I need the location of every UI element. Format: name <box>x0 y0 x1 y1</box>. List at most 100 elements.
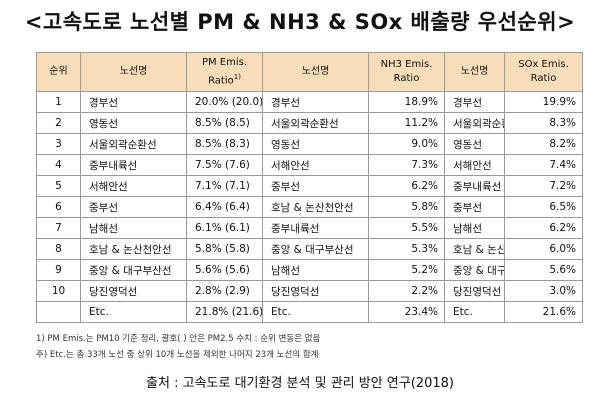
cell-nh3-route: 서울외곽순환선 <box>262 112 369 134</box>
cell-nh3-ratio: 9.0% <box>368 133 445 155</box>
cell-nh3-route: 서해안선 <box>262 154 369 176</box>
cell-rank: 3 <box>36 133 81 155</box>
cell-pm-ratio: 6.4% (6.4) <box>186 196 263 218</box>
table-row: 3 서울외곽순환선 8.5% (8.3) 영동선 9.0% 영동선 8.2% <box>36 133 583 155</box>
cell-sox-ratio: 6.0% <box>504 238 583 260</box>
cell-sox-route: 경부선 <box>444 91 505 113</box>
cell-sox-route: Etc. <box>444 301 505 323</box>
table-body: 1 경부선 20.0% (20.0) 경부선 18.9% 경부선 19.9% 2 영동선 8.5%… <box>36 91 583 323</box>
header-pm-ratio: PM Emis. Ratio1) <box>186 52 263 92</box>
header-route-pm: 노선명 <box>80 52 187 92</box>
cell-sox-route: 서해안선 <box>444 154 505 176</box>
cell-nh3-route: 당진영덕선 <box>262 280 369 302</box>
header-route-nh3: 노선명 <box>262 52 369 92</box>
cell-sox-ratio: 7.2% <box>504 175 583 197</box>
cell-sox-route: 호남 & 논산천안선 <box>444 238 505 260</box>
table-row: 1 경부선 20.0% (20.0) 경부선 18.9% 경부선 19.9% <box>36 91 583 113</box>
cell-pm-route: 당진영덕선 <box>80 280 187 302</box>
cell-pm-ratio: 7.5% (7.6) <box>186 154 263 176</box>
cell-sox-ratio: 3.0% <box>504 280 583 302</box>
cell-pm-ratio: 7.1% (7.1) <box>186 175 263 197</box>
table-row: 6 중부선 6.4% (6.4) 호남 & 논산천안선 5.8% 중부선 6.5% <box>36 196 583 218</box>
header-pm-line1: PM Emis. <box>201 56 248 68</box>
cell-rank: 1 <box>36 91 81 113</box>
cell-rank: 4 <box>36 154 81 176</box>
cell-rank: 8 <box>36 238 81 260</box>
cell-sox-route: 남해선 <box>444 217 505 239</box>
cell-sox-ratio: 21.6% <box>504 301 583 323</box>
cell-pm-route: Etc. <box>80 301 187 323</box>
cell-nh3-ratio: 11.2% <box>368 112 445 134</box>
cell-nh3-route: 남해선 <box>262 259 369 281</box>
cell-sox-ratio: 6.5% <box>504 196 583 218</box>
header-nh3-line1: NH3 Emis. <box>380 59 433 70</box>
cell-pm-route: 호남 & 논산천안선 <box>80 238 187 260</box>
cell-nh3-ratio: 6.2% <box>368 175 445 197</box>
cell-pm-route: 서울외곽순환선 <box>80 133 187 155</box>
cell-sox-route: 중부선 <box>444 196 505 218</box>
cell-sox-ratio: 19.9% <box>504 91 583 113</box>
emission-rank-table: 순위 노선명 PM Emis. Ratio1) 노선명 NH3 Emis. Ra… <box>36 52 583 323</box>
table-row: 7 남해선 6.1% (6.1) 중부내륙선 5.5% 남해선 6.2% <box>36 217 583 239</box>
cell-pm-route: 중앙 & 대구부산선 <box>80 259 187 281</box>
cell-pm-route: 중부선 <box>80 196 187 218</box>
header-nh3-ratio: NH3 Emis. Ratio <box>368 52 445 92</box>
cell-nh3-ratio: 7.3% <box>368 154 445 176</box>
cell-rank: 7 <box>36 217 81 239</box>
cell-nh3-ratio: 5.5% <box>368 217 445 239</box>
cell-pm-ratio: 5.8% (5.8) <box>186 238 263 260</box>
cell-rank: 10 <box>36 280 81 302</box>
cell-pm-ratio: 8.5% (8.5) <box>186 112 263 134</box>
cell-pm-route: 남해선 <box>80 217 187 239</box>
header-sox-line2: Ratio <box>530 73 557 84</box>
cell-sox-route: 중부내륙선 <box>444 175 505 197</box>
cell-nh3-ratio: 18.9% <box>368 91 445 113</box>
cell-pm-ratio: 8.5% (8.3) <box>186 133 263 155</box>
cell-pm-route: 서해안선 <box>80 175 187 197</box>
cell-pm-ratio: 5.6% (5.6) <box>186 259 263 281</box>
cell-rank: 2 <box>36 112 81 134</box>
cell-sox-ratio: 5.6% <box>504 259 583 281</box>
cell-nh3-route: 경부선 <box>262 91 369 113</box>
header-route-sox: 노선명 <box>444 52 505 92</box>
header-pm-footnote-mark: 1) <box>233 72 241 81</box>
table-row: Etc. 21.8% (21.6) Etc. 23.4% Etc. 21.6% <box>36 301 583 323</box>
table-header-row: 순위 노선명 PM Emis. Ratio1) 노선명 NH3 Emis. Ra… <box>36 52 583 92</box>
cell-nh3-route: 중부선 <box>262 175 369 197</box>
cell-sox-route: 영동선 <box>444 133 505 155</box>
cell-pm-ratio: 20.0% (20.0) <box>186 91 263 113</box>
cell-sox-route: 당진영덕선 <box>444 280 505 302</box>
cell-nh3-ratio: 5.3% <box>368 238 445 260</box>
cell-pm-ratio: 6.1% (6.1) <box>186 217 263 239</box>
cell-sox-ratio: 6.2% <box>504 217 583 239</box>
cell-nh3-route: 중앙 & 대구부산선 <box>262 238 369 260</box>
cell-pm-route: 경부선 <box>80 91 187 113</box>
cell-nh3-ratio: 2.2% <box>368 280 445 302</box>
cell-rank: 6 <box>36 196 81 218</box>
cell-nh3-route: Etc. <box>262 301 369 323</box>
cell-pm-ratio: 21.8% (21.6) <box>186 301 263 323</box>
header-sox-ratio: SOx Emis. Ratio <box>504 52 583 92</box>
cell-sox-route: 중앙 & 대구부산선 <box>444 259 505 281</box>
source-caption: 출처 : 고속도로 대기환경 분석 및 관리 방안 연구(2018) <box>146 376 454 391</box>
header-rank: 순위 <box>36 52 81 92</box>
cell-nh3-route: 중부내륙선 <box>262 217 369 239</box>
cell-pm-ratio: 2.8% (2.9) <box>186 280 263 302</box>
cell-nh3-ratio: 5.2% <box>368 259 445 281</box>
cell-pm-route: 중부내륙선 <box>80 154 187 176</box>
table-row: 4 중부내륙선 7.5% (7.6) 서해안선 7.3% 서해안선 7.4% <box>36 154 583 176</box>
cell-rank <box>36 301 81 323</box>
cell-sox-ratio: 7.4% <box>504 154 583 176</box>
cell-pm-route: 영동선 <box>80 112 187 134</box>
cell-sox-ratio: 8.2% <box>504 133 583 155</box>
header-nh3-line2: Ratio <box>393 73 420 84</box>
cell-sox-ratio: 8.3% <box>504 112 583 134</box>
footnote-etc: 주) Etc.는 총 33개 노선 중 상위 10개 노선을 제외한 나머지 2… <box>36 350 319 360</box>
page-title: <고속도로 노선별 PM & NH3 & SOx 배출량 우선순위> <box>24 10 576 34</box>
cell-rank: 5 <box>36 175 81 197</box>
footnotes: 1) PM Emis.는 PM10 기준 정리, 괄호( ) 안은 PM2.5 … <box>36 331 582 363</box>
footnote-pm: 1) PM Emis.는 PM10 기준 정리, 괄호( ) 안은 PM2.5 … <box>36 334 321 344</box>
cell-nh3-ratio: 23.4% <box>368 301 445 323</box>
